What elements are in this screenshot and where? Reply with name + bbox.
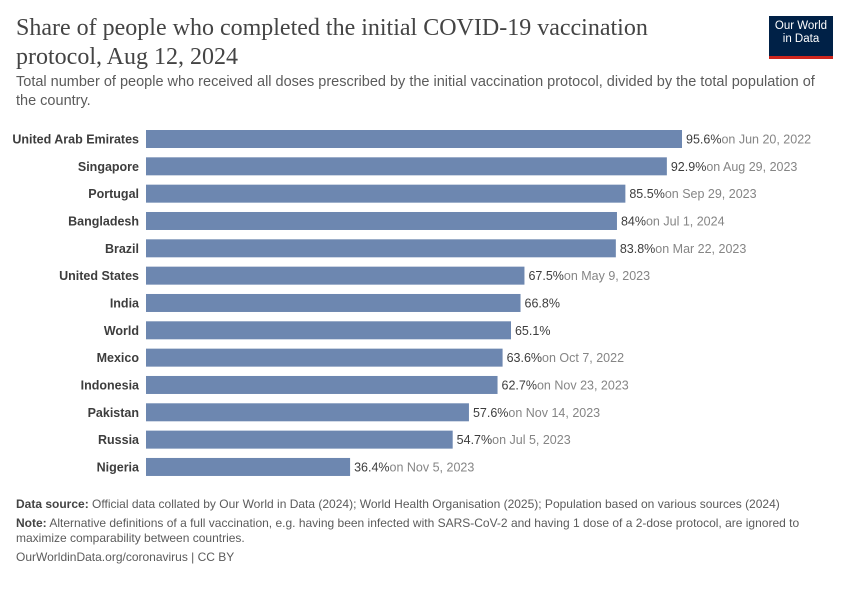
- date-label: on Jul 5, 2023: [492, 433, 571, 447]
- value-label: 67.5%: [528, 269, 563, 283]
- category-label: India: [110, 296, 140, 310]
- date-label: on Nov 5, 2023: [390, 460, 475, 474]
- category-label: Singapore: [78, 160, 139, 174]
- date-label: on Sep 29, 2023: [665, 187, 757, 201]
- category-label: United Arab Emirates: [12, 133, 139, 147]
- date-label: on Mar 22, 2023: [655, 242, 746, 256]
- category-label: Indonesia: [81, 378, 140, 392]
- bar: [146, 211, 617, 230]
- bar: [146, 321, 511, 340]
- bar: [146, 157, 667, 176]
- value-label: 95.6%: [686, 133, 721, 147]
- value-label: 66.8%: [525, 296, 560, 310]
- category-label: Portugal: [88, 187, 139, 201]
- value-label: 62.7%: [502, 378, 537, 392]
- value-label: 65.1%: [515, 324, 550, 338]
- value-label: 57.6%: [473, 406, 508, 420]
- date-label: on Oct 7, 2022: [542, 351, 624, 365]
- bar-chart: United Arab Emirates 95.6% on Jun 20, 2022…: [12, 130, 811, 476]
- category-label: Russia: [98, 433, 140, 447]
- category-label: United States: [59, 269, 139, 283]
- owid-logo[interactable]: Our World in Data: [769, 16, 833, 59]
- bar: [146, 430, 453, 449]
- chart-subtitle: Total number of people who received all …: [16, 74, 815, 109]
- note: Note: Alternative definitions of a full …: [16, 516, 800, 545]
- date-label: on Nov 23, 2023: [537, 378, 629, 392]
- bar: [146, 239, 616, 258]
- value-label: 84%: [621, 214, 646, 228]
- bar: [146, 184, 626, 203]
- date-label: on Jun 20, 2022: [721, 133, 811, 147]
- bar: [146, 293, 521, 312]
- data-source: Data source: Official data collated by O…: [16, 497, 780, 511]
- bar: [146, 375, 498, 394]
- category-label: Brazil: [105, 242, 139, 256]
- bar: [146, 266, 525, 285]
- value-label: 92.9%: [671, 160, 706, 174]
- date-label: on Jul 1, 2024: [646, 214, 725, 228]
- footer: Data source: Official data collated by O…: [16, 497, 836, 569]
- bar: [146, 130, 682, 148]
- date-label: on Nov 14, 2023: [508, 406, 600, 420]
- value-label: 63.6%: [507, 351, 542, 365]
- date-label: on Aug 29, 2023: [706, 160, 797, 174]
- value-label: 85.5%: [629, 187, 664, 201]
- category-label: Bangladesh: [68, 214, 139, 228]
- bar: [146, 348, 503, 367]
- category-label: Mexico: [97, 351, 140, 365]
- bar: [146, 403, 469, 422]
- date-label: on May 9, 2023: [564, 269, 650, 283]
- category-label: World: [104, 324, 139, 338]
- value-label: 36.4%: [354, 460, 389, 474]
- category-label: Pakistan: [88, 406, 139, 420]
- bar: [146, 457, 351, 476]
- category-label: Nigeria: [97, 460, 140, 474]
- value-label: 54.7%: [457, 433, 492, 447]
- chart-title: Share of people who completed the initia…: [16, 15, 648, 70]
- value-label: 83.8%: [620, 242, 655, 256]
- source-link[interactable]: OurWorldinData.org/coronavirus | CC BY: [16, 550, 235, 564]
